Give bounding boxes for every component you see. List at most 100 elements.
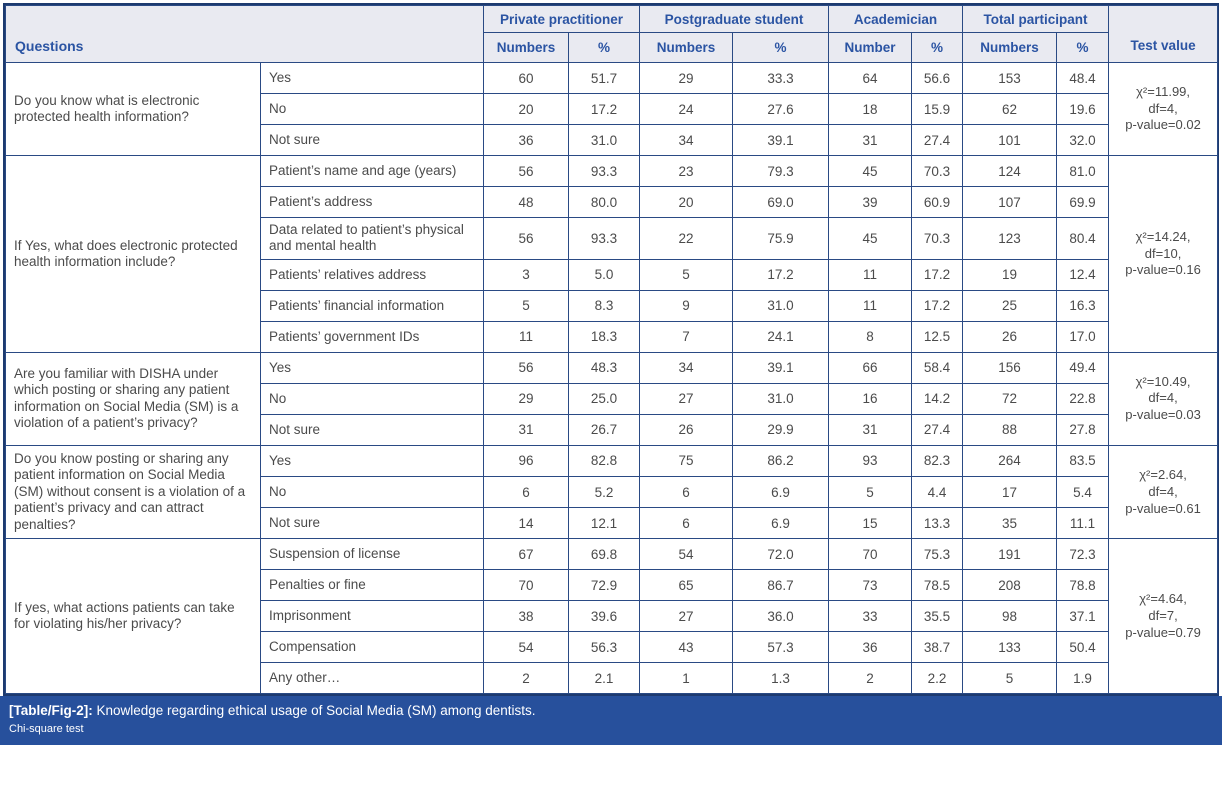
value-cell: 11 xyxy=(828,258,913,291)
value-cell: 27.6 xyxy=(732,93,830,125)
value-cell: 86.7 xyxy=(732,569,830,602)
value-cell: 98 xyxy=(962,600,1058,633)
table-row: Patients’ relatives address 3 5.0 5 17.2 11 17… xyxy=(6,258,1218,291)
value-cell: 34 xyxy=(639,351,734,384)
value-cell: 72.3 xyxy=(1056,538,1110,571)
value-cell: 39.1 xyxy=(732,351,830,384)
value-cell: 20 xyxy=(639,186,734,218)
option-cell: Yes xyxy=(260,444,484,478)
value-cell: 191 xyxy=(962,538,1058,571)
table-body: Do you know what is electronic protected… xyxy=(5,62,1219,695)
value-cell: 27 xyxy=(639,600,734,633)
value-cell: 25 xyxy=(962,289,1058,322)
value-cell: 38.7 xyxy=(911,631,964,664)
value-cell: 33 xyxy=(828,600,913,633)
value-cell: 17.2 xyxy=(911,258,964,291)
value-cell: 50.4 xyxy=(1056,631,1110,664)
test-value-header: Test value xyxy=(1108,5,1219,63)
subheader-pp-numbers: Numbers xyxy=(483,32,569,63)
table-row: If yes, what actions patients can take f… xyxy=(5,538,1219,695)
value-cell: 2.2 xyxy=(911,662,964,695)
value-cell: 66 xyxy=(828,351,913,384)
value-cell: 22 xyxy=(639,217,734,260)
value-cell: 78.8 xyxy=(1056,569,1110,602)
value-cell: 12.5 xyxy=(911,320,964,353)
option-cell: Patient’s name and age (years) xyxy=(260,155,484,187)
value-cell: 73 xyxy=(828,569,913,602)
question-cell: Are you familiar with DISHA under which … xyxy=(5,351,261,446)
caption-line: [Table/Fig-2]: Knowledge regarding ethic… xyxy=(9,703,1213,720)
value-cell: 2 xyxy=(828,662,913,695)
table-row: If Yes, what does electronic protected h… xyxy=(5,155,1219,353)
value-cell: 6.9 xyxy=(732,476,830,509)
table-row: Compensation 54 56.3 43 57.3 36 38.7 133 50.4 xyxy=(6,631,1218,664)
value-cell: 82.8 xyxy=(567,444,641,478)
value-cell: 24.1 xyxy=(732,320,830,353)
value-cell: 60.9 xyxy=(911,186,964,218)
value-cell: 8 xyxy=(828,320,913,353)
value-cell: 31.0 xyxy=(567,124,641,156)
value-cell: 70 xyxy=(828,538,913,571)
value-cell: 17 xyxy=(962,476,1058,509)
value-cell: 70.3 xyxy=(911,217,964,260)
value-cell: 93 xyxy=(828,444,913,478)
value-cell: 18 xyxy=(828,93,913,125)
value-cell: 56 xyxy=(483,351,569,384)
table-header: Questions Private practitioner Postgradu… xyxy=(5,5,1219,63)
subheader-pg-percent: % xyxy=(732,32,830,63)
value-cell: 208 xyxy=(962,569,1058,602)
value-cell: 31 xyxy=(828,124,913,156)
value-cell: 39.1 xyxy=(732,124,830,156)
value-cell: 7 xyxy=(639,320,734,353)
value-cell: 48 xyxy=(483,186,569,218)
value-cell: 69.8 xyxy=(567,538,641,571)
table-footnote: Chi-square test xyxy=(9,723,84,736)
value-cell: 88 xyxy=(962,413,1058,446)
header-row-groups: Questions Private practitioner Postgradu… xyxy=(5,5,1219,63)
value-cell: 65 xyxy=(639,569,734,602)
table-row: Data related to patient’s physical and m… xyxy=(6,217,1218,260)
subheader-total-percent: % xyxy=(1056,32,1110,63)
test-value-cell: χ²=10.49, df=4, p-value=0.03 xyxy=(1108,351,1219,446)
value-cell: 70.3 xyxy=(911,155,964,187)
option-cell: Any other… xyxy=(260,662,484,695)
table-row: No 29 25.0 27 31.0 16 14.2 72 22.8 xyxy=(6,382,1218,415)
value-cell: 2 xyxy=(483,662,569,695)
value-cell: 48.3 xyxy=(567,351,641,384)
value-cell: 107 xyxy=(962,186,1058,218)
value-cell: 26 xyxy=(639,413,734,446)
table-row: Do you know posting or sharing any patie… xyxy=(5,444,1219,540)
value-cell: 35 xyxy=(962,507,1058,540)
value-cell: 5.4 xyxy=(1056,476,1110,509)
table-row: Patient’s address 48 80.0 20 69.0 39 60.9 107 69… xyxy=(6,186,1218,218)
value-cell: 54 xyxy=(639,538,734,571)
value-cell: 14 xyxy=(483,507,569,540)
table-row: No 20 17.2 24 27.6 18 15.9 62 19.6 xyxy=(6,93,1218,125)
value-cell: 34 xyxy=(639,124,734,156)
value-cell: 93.3 xyxy=(567,217,641,260)
value-cell: 51.7 xyxy=(567,62,641,94)
value-cell: 156 xyxy=(962,351,1058,384)
option-cell: No xyxy=(260,93,484,125)
value-cell: 123 xyxy=(962,217,1058,260)
option-cell: Patients’ financial information xyxy=(260,289,484,322)
test-value-cell: χ²=4.64, df=7, p-value=0.79 xyxy=(1108,538,1219,695)
value-cell: 17.0 xyxy=(1056,320,1110,353)
value-cell: 27.8 xyxy=(1056,413,1110,446)
value-cell: 36.0 xyxy=(732,600,830,633)
test-value-cell: χ²=11.99, df=4, p-value=0.02 xyxy=(1108,62,1219,156)
value-cell: 11.1 xyxy=(1056,507,1110,540)
test-value-cell: χ²=2.64, df=4, p-value=0.61 xyxy=(1108,444,1219,540)
value-cell: 1.9 xyxy=(1056,662,1110,695)
value-cell: 20 xyxy=(483,93,569,125)
subheader-ac-percent: % xyxy=(911,32,964,63)
questions-header: Questions xyxy=(5,5,484,63)
value-cell: 83.5 xyxy=(1056,444,1110,478)
value-cell: 25.0 xyxy=(567,382,641,415)
value-cell: 264 xyxy=(962,444,1058,478)
value-cell: 6 xyxy=(483,476,569,509)
value-cell: 6.9 xyxy=(732,507,830,540)
value-cell: 5 xyxy=(639,258,734,291)
table-row: Not sure 36 31.0 34 39.1 31 27.4 101 32.0 xyxy=(6,124,1218,156)
value-cell: 81.0 xyxy=(1056,155,1110,187)
